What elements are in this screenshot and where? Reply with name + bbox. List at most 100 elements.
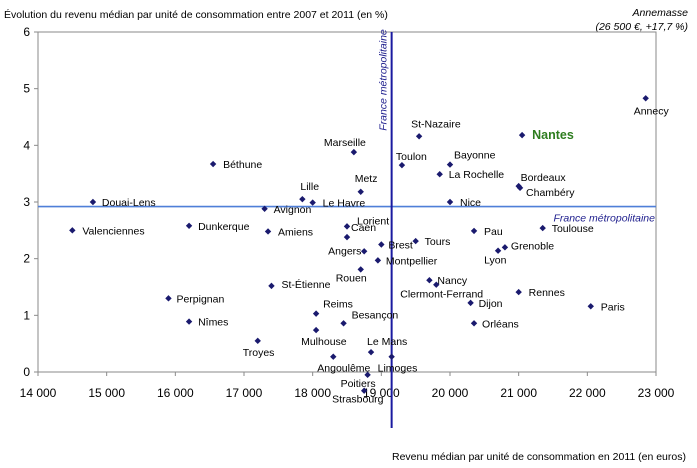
point-clermont-ferrand [433, 281, 440, 288]
label-lille: Lille [300, 181, 319, 193]
point-rennes [515, 288, 522, 296]
label-clermont-ferrand: Clermont-Ferrand [400, 289, 483, 301]
y-tick-label: 2 [23, 252, 30, 266]
label-perpignan: Perpignan [176, 293, 224, 305]
point-st-etienne [268, 282, 275, 290]
point-grenoble [501, 244, 509, 251]
point-le-mans [367, 348, 375, 356]
label-bordeaux: Bordeaux [521, 172, 567, 184]
point-chambery [516, 184, 524, 192]
point-brest [378, 241, 385, 248]
point-poitiers [364, 371, 371, 379]
label-troyes: Troyes [243, 347, 275, 359]
y-axis-label: Évolution du revenu médian par unité de … [4, 8, 388, 21]
point-marseille [350, 148, 358, 156]
point-amiens [264, 228, 272, 235]
label-angouleme: Angoulême [317, 363, 370, 375]
label-toulon: Toulon [396, 151, 427, 163]
label-lyon: Lyon [484, 255, 507, 267]
label-rennes: Rennes [529, 287, 565, 299]
point-lorient [343, 223, 351, 230]
point-strasbourg [360, 387, 368, 394]
france-vertical-label: France métropolitaine [378, 29, 390, 131]
label-reims: Reims [323, 299, 353, 311]
label-montpellier: Montpellier [386, 255, 438, 267]
point-nantes [518, 131, 526, 139]
x-axis-label: Revenu médian par unité de consommation … [392, 451, 686, 463]
point-limoges [388, 353, 395, 360]
x-tick-label: 16 000 [157, 386, 194, 400]
label-dunkerque: Dunkerque [198, 221, 250, 233]
label-st-etienne: St-Étienne [281, 278, 330, 291]
label-nimes: Nîmes [198, 317, 228, 329]
label-la-rochelle: La Rochelle [449, 169, 505, 181]
point-nimes [185, 318, 193, 325]
label-toulouse: Toulouse [552, 223, 594, 235]
label-nice: Nice [460, 197, 481, 209]
point-rouen [357, 266, 364, 273]
point-dijon [467, 299, 474, 307]
label-chambery: Chambéry [526, 187, 575, 199]
point-toulouse [539, 224, 546, 232]
label-strasbourg: Strasbourg [332, 394, 384, 406]
point-paris [587, 303, 594, 310]
point-avignon [261, 205, 268, 212]
label-limoges: Limoges [378, 363, 418, 375]
annotation-annemasse-values: (26 500 €, +17,7 %) [595, 21, 688, 33]
x-tick-label: 17 000 [226, 386, 263, 400]
point-le-havre [309, 199, 316, 206]
label-brest: Brest [388, 240, 413, 252]
label-bayonne: Bayonne [454, 150, 496, 162]
x-tick-label: 14 000 [20, 386, 57, 400]
point-bayonne [446, 161, 454, 168]
label-avignon: Avignon [274, 204, 312, 216]
label-grenoble: Grenoble [511, 240, 554, 252]
point-lille [299, 195, 306, 203]
point-nancy [426, 277, 433, 284]
data-points: Annecy Nantes St-Nazaire Marseille Béthune To… [69, 95, 669, 406]
point-pau [470, 227, 478, 235]
label-tours: Tours [425, 236, 451, 248]
point-angouleme [330, 353, 337, 360]
france-horizontal-label: France métropolitaine [553, 213, 655, 225]
point-angers [360, 248, 368, 255]
point-troyes [254, 337, 261, 345]
label-mulhouse: Mulhouse [301, 336, 347, 348]
y-tick-label: 6 [23, 25, 30, 39]
x-tick-label: 21 000 [500, 386, 537, 400]
point-perpignan [165, 295, 172, 302]
y-tick-label: 0 [23, 365, 30, 379]
label-metz: Metz [355, 173, 378, 185]
x-tick-label: 18 000 [294, 386, 331, 400]
x-tick-label: 23 000 [638, 386, 675, 400]
label-lorient: Lorient [357, 215, 389, 227]
label-angers: Angers [328, 245, 361, 257]
label-dijon: Dijon [479, 298, 503, 310]
annotation-annemasse: Annemasse [632, 7, 689, 19]
label-nancy: Nancy [437, 275, 468, 287]
point-toulon [398, 161, 406, 169]
point-besancon [340, 320, 347, 327]
label-marseille: Marseille [324, 137, 366, 149]
label-st-nazaire: St-Nazaire [411, 118, 461, 130]
label-douai-lens: Douai-Lens [102, 197, 156, 209]
label-pau: Pau [484, 226, 503, 238]
point-nice [446, 198, 454, 206]
label-paris: Paris [601, 301, 625, 313]
label-amiens: Amiens [278, 226, 313, 238]
point-lyon [494, 247, 502, 254]
reference-lines: France métropolitaine France métropolitai… [38, 29, 656, 428]
label-caen: Caen [351, 222, 376, 234]
y-tick-label: 4 [23, 138, 30, 152]
point-douai-lens [89, 198, 97, 206]
point-dunkerque [185, 222, 193, 229]
point-caen [343, 233, 351, 241]
point-st-nazaire [415, 133, 423, 140]
label-bethune: Béthune [223, 159, 262, 171]
label-le-mans: Le Mans [367, 336, 407, 348]
point-la-rochelle [436, 171, 443, 178]
point-reims [312, 310, 320, 317]
y-tick-label: 1 [23, 308, 30, 322]
